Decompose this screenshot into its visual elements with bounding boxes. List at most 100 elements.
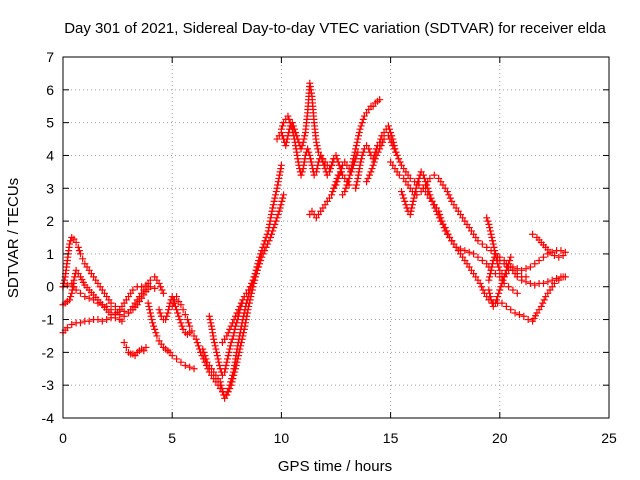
data-point — [179, 306, 187, 314]
data-point-interp — [539, 299, 547, 307]
data-point-interp — [67, 237, 75, 245]
series-arc-12 — [218, 263, 261, 347]
data-point — [111, 302, 119, 310]
data-point-interp — [329, 158, 337, 166]
data-point — [522, 265, 530, 273]
data-point-interp — [210, 339, 218, 347]
data-point — [531, 281, 539, 289]
data-point-interp — [193, 339, 201, 347]
data-point-interp — [499, 276, 507, 284]
data-point-interp — [213, 352, 221, 360]
y-tick-label: 3 — [46, 180, 54, 196]
data-point — [66, 296, 74, 304]
data-point — [269, 204, 277, 212]
data-point-interp — [257, 250, 265, 258]
y-tick-label: 1 — [46, 246, 54, 262]
data-point-interp — [300, 135, 308, 143]
data-point — [70, 276, 78, 284]
data-point — [557, 247, 565, 255]
data-point — [483, 243, 491, 251]
data-point — [531, 260, 539, 268]
data-point-interp — [194, 342, 202, 350]
data-point — [389, 142, 397, 150]
data-point-interp — [395, 155, 403, 163]
data-point-interp — [491, 247, 499, 255]
data-point — [253, 263, 261, 271]
data-point — [515, 311, 523, 319]
data-point — [98, 317, 106, 325]
data-point — [483, 214, 491, 222]
data-point-interp — [414, 178, 422, 186]
data-point — [513, 265, 521, 273]
data-point — [384, 132, 392, 140]
y-tick-label: -3 — [42, 377, 55, 393]
data-point-interp — [206, 316, 214, 324]
data-point — [494, 293, 502, 301]
data-point-interp — [488, 234, 496, 241]
data-point — [496, 286, 504, 294]
data-point — [227, 322, 235, 330]
data-point — [487, 230, 495, 238]
data-point-interp — [270, 197, 278, 205]
data-point — [539, 253, 547, 261]
data-point — [79, 255, 87, 263]
data-point — [280, 191, 288, 199]
data-point-interp — [263, 230, 271, 238]
data-point-interp — [353, 138, 361, 146]
data-point-interp — [224, 355, 232, 363]
data-point — [277, 161, 285, 169]
data-point — [478, 240, 486, 248]
data-point — [334, 174, 342, 182]
data-point-interp — [267, 214, 275, 222]
data-point — [107, 311, 115, 319]
data-point — [144, 299, 152, 307]
data-point — [443, 188, 451, 196]
data-point — [76, 289, 84, 297]
data-point — [485, 220, 493, 228]
data-point — [474, 253, 482, 261]
data-point — [371, 155, 379, 163]
data-point-interp — [224, 352, 232, 360]
data-point-interp — [147, 312, 155, 320]
data-point — [177, 319, 185, 327]
data-point — [505, 260, 513, 268]
data-point-interp — [349, 158, 357, 166]
data-point — [146, 276, 154, 284]
data-point — [535, 256, 543, 264]
data-point — [190, 365, 198, 373]
data-point-interp — [301, 132, 309, 140]
data-point — [437, 214, 445, 222]
data-point-interp — [266, 220, 274, 228]
data-point-interp — [224, 388, 232, 396]
data-point-interp — [501, 270, 509, 278]
data-point-interp — [318, 155, 326, 163]
series-arc-19 — [363, 132, 567, 325]
data-point-interp — [486, 289, 494, 297]
data-point — [120, 339, 128, 347]
data-point-interp — [250, 273, 258, 281]
data-point — [125, 309, 133, 317]
data-point-interp — [486, 270, 494, 278]
data-point-interp — [158, 286, 166, 294]
data-point-interp — [289, 128, 297, 136]
data-point — [395, 171, 403, 179]
data-point — [72, 238, 80, 246]
data-point — [317, 151, 325, 159]
data-point — [227, 339, 235, 347]
data-point-interp — [495, 263, 503, 271]
data-point — [356, 161, 364, 169]
data-point-interp — [412, 184, 420, 192]
data-point-interp — [278, 122, 286, 130]
data-point — [277, 125, 285, 133]
data-point-interp — [359, 115, 367, 123]
data-point-interp — [368, 165, 376, 173]
data-point — [76, 319, 84, 327]
data-point — [413, 181, 421, 189]
data-point-interp — [445, 191, 453, 199]
data-point — [304, 145, 312, 153]
y-tick-label: 6 — [46, 82, 54, 98]
data-point — [177, 301, 185, 309]
data-point-interp — [486, 273, 494, 281]
data-point-interp — [145, 302, 153, 310]
data-point-interp — [150, 322, 158, 330]
